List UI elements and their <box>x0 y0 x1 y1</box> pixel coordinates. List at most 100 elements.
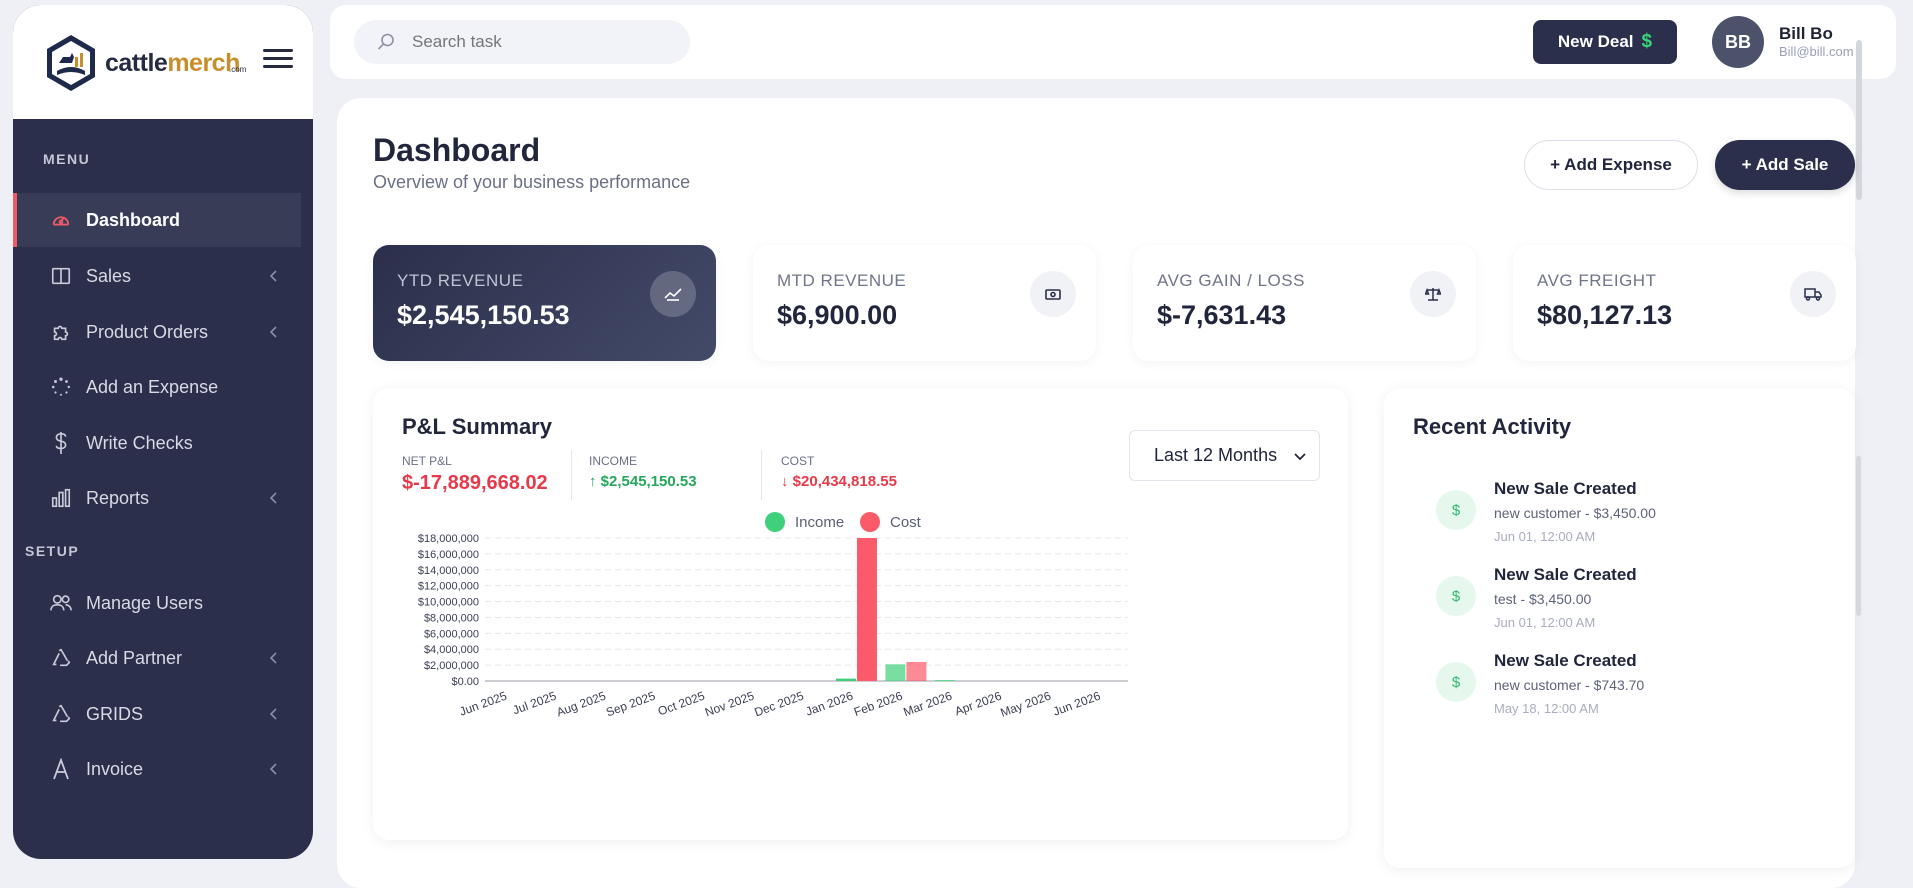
stat-card-ytd-revenue: YTD REVENUE $2,545,150.53 <box>373 245 716 361</box>
sidebar-item-manage-users[interactable]: Manage Users <box>13 576 301 630</box>
new-deal-label: New Deal <box>1557 32 1634 51</box>
legend-swatch-income <box>765 512 785 532</box>
sidebar-item-dashboard[interactable]: Dashboard <box>13 193 301 247</box>
page-title: Dashboard <box>373 132 541 168</box>
net-pl-label: NET P&L <box>402 454 452 468</box>
activity-time: Jun 01, 12:00 AM <box>1494 615 1596 630</box>
search-icon <box>377 33 394 50</box>
scale-icon <box>1410 271 1456 317</box>
x-tick-label: Jan 2026 <box>804 689 855 719</box>
pl-summary-card: P&L Summary NET P&L $-17,889,668.02 INCO… <box>373 388 1348 840</box>
activity-item[interactable]: $ New Sale Created new customer - $743.7… <box>1436 651 1796 737</box>
date-range-select[interactable]: Last 12 Months <box>1129 430 1320 481</box>
divider <box>571 450 572 500</box>
sidebar-item-write-checks[interactable]: Write Checks <box>13 416 301 470</box>
net-pl-value: $-17,889,668.02 <box>402 472 548 494</box>
divider <box>761 450 762 500</box>
stat-label: AVG FREIGHT <box>1537 271 1657 290</box>
x-tick-label: Apr 2026 <box>953 689 1004 719</box>
stat-value: $6,900.00 <box>777 300 898 330</box>
bar-income <box>885 664 906 681</box>
x-tick-label: Sep 2025 <box>604 689 657 720</box>
x-tick-label: Nov 2025 <box>703 689 756 720</box>
dollar-icon: $ <box>1641 31 1653 52</box>
chevron-left-icon <box>269 492 277 504</box>
sidebar-item-label: Manage Users <box>86 592 204 613</box>
chevron-left-icon <box>269 708 277 720</box>
y-tick-label: $10,000,000 <box>418 597 479 609</box>
income-value: ↑ $2,545,150.53 <box>589 473 697 490</box>
sidebar-item-invoice[interactable]: Invoice <box>13 742 301 796</box>
user-name: Bill Bo <box>1779 24 1833 43</box>
sidebar-item-reports[interactable]: Reports <box>13 471 301 525</box>
sidebar-item-sales[interactable]: Sales <box>13 249 301 303</box>
y-tick-label: $14,000,000 <box>418 565 479 577</box>
trend-icon <box>650 271 696 317</box>
add-expense-button[interactable]: + Add Expense <box>1524 140 1698 190</box>
chevron-left-icon <box>269 652 277 664</box>
activity-item[interactable]: $ New Sale Created new customer - $3,450… <box>1436 479 1796 565</box>
legend-label-cost: Cost <box>890 514 922 531</box>
income-label: INCOME <box>589 454 637 468</box>
add-sale-button[interactable]: + Add Sale <box>1715 140 1855 190</box>
stat-card-avg-freight: AVG FREIGHT $80,127.13 <box>1513 245 1856 361</box>
legend-label-income: Income <box>795 514 844 531</box>
user-email: Bill@bill.com <box>1779 44 1854 59</box>
avatar[interactable]: BB <box>1712 16 1764 68</box>
sidebar-item-add-expense[interactable]: Add an Expense <box>13 360 301 414</box>
setup-section-label: SETUP <box>25 543 80 559</box>
stat-value: $2,545,150.53 <box>397 300 570 330</box>
sidebar-item-add-partner[interactable]: Add Partner <box>13 631 301 685</box>
search-input[interactable] <box>412 20 672 64</box>
x-tick-label: Oct 2025 <box>656 689 707 719</box>
pl-bar-chart: $0.00 $2,000,000 $4,000,000 $6,000,000 $8,00… <box>418 512 1128 720</box>
bar-income <box>934 680 955 681</box>
stat-label: AVG GAIN / LOSS <box>1157 271 1305 290</box>
menu-section-label: MENU <box>43 151 91 167</box>
activity-title: New Sale Created <box>1494 651 1637 670</box>
pl-summary-title: P&L Summary <box>402 414 552 439</box>
activity-scrollbar[interactable] <box>1856 456 1861 616</box>
sidebar: cattlemerch .com MENU Dashboard Sales Pr… <box>13 5 313 859</box>
activity-time: Jun 01, 12:00 AM <box>1494 529 1596 544</box>
hamburger-menu-button[interactable] <box>263 49 293 71</box>
chevron-left-icon <box>269 270 277 282</box>
x-tick-label: Jul 2025 <box>511 689 559 718</box>
bar-chart-icon <box>48 485 74 511</box>
stat-value: $-7,631.43 <box>1157 300 1287 330</box>
sidebar-item-label: Add Partner <box>86 647 183 668</box>
stat-label: MTD REVENUE <box>777 271 907 290</box>
y-tick-label: $2,000,000 <box>424 660 479 672</box>
gauge-icon <box>48 207 74 233</box>
page-scrollbar[interactable] <box>1856 40 1862 200</box>
sidebar-item-label: Add an Expense <box>86 376 219 397</box>
sidebar-item-label: Sales <box>86 265 132 286</box>
truck-icon <box>1790 271 1836 317</box>
chevron-down-icon <box>1294 453 1306 461</box>
legend-swatch-cost <box>860 512 880 532</box>
y-tick-label: $16,000,000 <box>418 549 479 561</box>
x-tick-label: Dec 2025 <box>752 689 805 720</box>
stat-card-mtd-revenue: MTD REVENUE $6,900.00 <box>753 245 1096 361</box>
sidebar-item-label: Write Checks <box>86 432 193 453</box>
brand-name-part1: cattle <box>105 48 168 77</box>
activity-detail: new customer - $743.70 <box>1494 677 1645 693</box>
x-tick-label: Jun 2025 <box>458 689 509 719</box>
recent-activity-title: Recent Activity <box>1413 414 1572 439</box>
search-box[interactable] <box>354 20 690 64</box>
activity-item[interactable]: $ New Sale Created test - $3,450.00 Jun … <box>1436 565 1796 651</box>
sidebar-item-label: Invoice <box>86 758 144 779</box>
activity-title: New Sale Created <box>1494 565 1637 584</box>
x-tick-label: Mar 2026 <box>901 689 954 720</box>
recent-activity-card: Recent Activity $ New Sale Created new c… <box>1384 388 1861 868</box>
sidebar-item-label: Reports <box>86 487 150 508</box>
brand-logo[interactable]: cattlemerch <box>45 33 240 93</box>
recycle-icon <box>48 701 74 727</box>
bar-income <box>835 678 856 681</box>
y-tick-label: $12,000,000 <box>418 581 479 593</box>
x-tick-label: May 2026 <box>999 689 1054 720</box>
sidebar-item-product-orders[interactable]: Product Orders <box>13 305 301 359</box>
sidebar-item-grids[interactable]: GRIDS <box>13 687 301 741</box>
new-deal-button[interactable]: New Deal $ <box>1533 20 1677 64</box>
cattlemerch-logo-icon <box>47 35 95 91</box>
